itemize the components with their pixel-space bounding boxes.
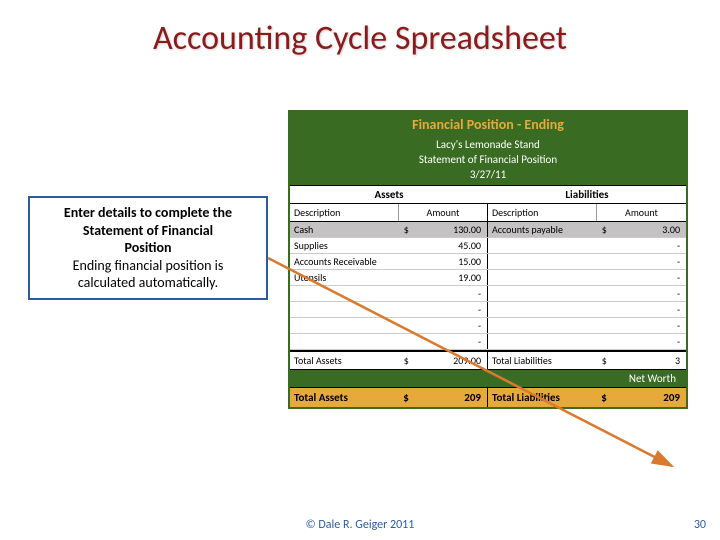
currency-symbol: $ bbox=[597, 352, 611, 369]
sheet-company: Lacy's Lemonade Stand bbox=[290, 137, 686, 152]
currency-symbol bbox=[597, 302, 611, 317]
asset-desc bbox=[290, 318, 399, 333]
liability-amount: - bbox=[611, 286, 686, 301]
currency-symbol: $ bbox=[399, 222, 413, 237]
callout-line: Ending financial position is bbox=[38, 257, 258, 275]
currency-symbol: $ bbox=[597, 222, 611, 237]
total-assets-value: 209.00 bbox=[413, 352, 488, 369]
currency-symbol bbox=[399, 318, 413, 333]
currency-symbol bbox=[597, 318, 611, 333]
currency-symbol: $ bbox=[597, 388, 611, 407]
table-row: Utensils 19.00 - bbox=[290, 270, 686, 286]
liability-desc bbox=[488, 334, 597, 349]
liability-amount: - bbox=[611, 270, 686, 285]
liability-desc bbox=[488, 238, 597, 253]
liability-desc bbox=[488, 254, 597, 269]
currency-symbol bbox=[597, 286, 611, 301]
liability-amount: - bbox=[611, 302, 686, 317]
sheet-statement-name: Statement of Financial Position bbox=[290, 152, 686, 167]
total-liabilities-label: Total Liabilities bbox=[488, 352, 597, 369]
asset-desc: Accounts Receivable bbox=[290, 254, 399, 269]
currency-symbol bbox=[399, 334, 413, 349]
asset-amount: 130.00 bbox=[413, 222, 488, 237]
currency-symbol bbox=[399, 254, 413, 269]
asset-desc bbox=[290, 334, 399, 349]
asset-desc: Supplies bbox=[290, 238, 399, 253]
table-row: -- bbox=[290, 334, 686, 350]
currency-symbol: $ bbox=[399, 352, 413, 369]
currency-symbol bbox=[597, 254, 611, 269]
asset-amount: - bbox=[413, 302, 488, 317]
final-assets-value: 209 bbox=[413, 388, 488, 407]
col-description: Description bbox=[290, 204, 399, 221]
slide-title: Accounting Cycle Spreadsheet bbox=[0, 0, 720, 59]
table-row: -- bbox=[290, 286, 686, 302]
liability-desc bbox=[488, 286, 597, 301]
page-number: 30 bbox=[694, 518, 706, 532]
liability-desc: Accounts payable bbox=[488, 222, 597, 237]
currency-symbol bbox=[597, 270, 611, 285]
col-description: Description bbox=[488, 204, 597, 221]
asset-desc: Utensils bbox=[290, 270, 399, 285]
liability-desc bbox=[488, 270, 597, 285]
currency-symbol: $ bbox=[399, 388, 413, 407]
liability-amount: - bbox=[611, 254, 686, 269]
assets-header: Assets bbox=[290, 186, 488, 203]
sheet-header: Financial Position - Ending bbox=[290, 112, 686, 137]
asset-amount: - bbox=[413, 334, 488, 349]
table-row: Cash$130.00Accounts payable$3.00 bbox=[290, 222, 686, 238]
total-assets-label: Total Assets bbox=[290, 352, 399, 369]
currency-symbol bbox=[597, 238, 611, 253]
liability-amount: - bbox=[611, 334, 686, 349]
table-row: Supplies 45.00 - bbox=[290, 238, 686, 254]
callout-line: calculated automatically. bbox=[38, 274, 258, 292]
callout-line: Enter details to complete the bbox=[38, 204, 258, 222]
final-assets-label: Total Assets bbox=[290, 388, 399, 407]
asset-amount: 15.00 bbox=[413, 254, 488, 269]
asset-desc: Cash bbox=[290, 222, 399, 237]
asset-amount: - bbox=[413, 286, 488, 301]
currency-symbol bbox=[597, 334, 611, 349]
section-headers: Assets Liabilities bbox=[290, 185, 686, 204]
copyright-text: © Dale R. Geiger 2011 bbox=[0, 518, 720, 532]
table-row: Accounts Receivable 15.00 - bbox=[290, 254, 686, 270]
currency-symbol bbox=[399, 238, 413, 253]
currency-symbol bbox=[399, 286, 413, 301]
col-amount: Amount bbox=[399, 204, 488, 221]
total-liabilities-value: 3 bbox=[611, 352, 686, 369]
asset-amount: - bbox=[413, 318, 488, 333]
table-row: -- bbox=[290, 302, 686, 318]
asset-desc bbox=[290, 302, 399, 317]
final-liabilities-value: 209 bbox=[611, 388, 686, 407]
col-amount: Amount bbox=[597, 204, 686, 221]
subtotal-row: Total Assets $ 209.00 Total Liabilities … bbox=[290, 350, 686, 370]
final-liabilities-label: Total Liabilities bbox=[488, 388, 597, 407]
table-row: -- bbox=[290, 318, 686, 334]
asset-amount: 19.00 bbox=[413, 270, 488, 285]
callout-line: Statement of Financial bbox=[38, 222, 258, 240]
liability-amount: - bbox=[611, 238, 686, 253]
liability-amount: - bbox=[611, 318, 686, 333]
financial-spreadsheet: Financial Position - Ending Lacy's Lemon… bbox=[288, 110, 688, 409]
currency-symbol bbox=[399, 302, 413, 317]
instruction-callout: Enter details to complete the Statement … bbox=[28, 196, 268, 300]
asset-desc bbox=[290, 286, 399, 301]
liabilities-header: Liabilities bbox=[488, 186, 686, 203]
final-totals-row: Total Assets $ 209 Total Liabilities $ 2… bbox=[290, 387, 686, 407]
column-headers: Description Amount Description Amount bbox=[290, 204, 686, 222]
asset-amount: 45.00 bbox=[413, 238, 488, 253]
currency-symbol bbox=[399, 270, 413, 285]
liability-amount: 3.00 bbox=[611, 222, 686, 237]
net-worth-row: Net Worth bbox=[290, 370, 686, 387]
liability-desc bbox=[488, 318, 597, 333]
callout-line: Position bbox=[38, 239, 258, 257]
liability-desc bbox=[488, 302, 597, 317]
sheet-date: 3/27/11 bbox=[290, 167, 686, 185]
